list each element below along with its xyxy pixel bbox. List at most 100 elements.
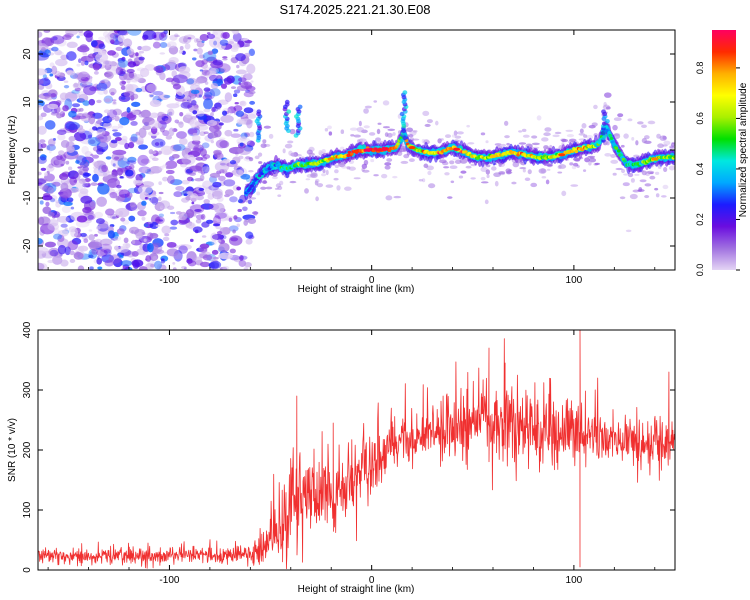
noise-blob <box>109 191 118 199</box>
noise-blob <box>243 118 252 126</box>
noise-blob <box>219 39 229 46</box>
noise-blob <box>140 158 151 164</box>
spectrogram-ylabel: Frequency (Hz) <box>7 116 18 185</box>
noise-blob <box>324 127 329 132</box>
noise-blob <box>104 259 115 267</box>
noise-blob <box>110 39 115 45</box>
noise-blob <box>212 181 222 188</box>
noise-blob <box>641 124 647 128</box>
noise-blob <box>159 126 165 133</box>
noise-blob <box>158 200 171 209</box>
noise-blob <box>151 138 166 148</box>
noise-blob <box>60 259 69 267</box>
noise-blob <box>120 96 126 100</box>
noise-blob <box>663 140 671 146</box>
noise-blob <box>98 138 109 148</box>
noise-blob <box>361 163 368 169</box>
noise-blob <box>485 140 489 144</box>
trace-peak <box>453 147 461 151</box>
trace-core <box>623 159 627 163</box>
noise-blob <box>243 132 250 136</box>
noise-blob <box>189 238 194 242</box>
noise-blob <box>116 228 125 235</box>
colorbar-tick-label: 0.8 <box>695 62 705 75</box>
noise-blob <box>215 74 221 80</box>
noise-blob <box>250 80 254 83</box>
noise-blob <box>621 168 626 174</box>
noise-blob <box>47 259 55 264</box>
noise-blob <box>363 125 370 129</box>
spectral-trace <box>243 90 675 201</box>
noise-blob <box>70 228 79 238</box>
noise-blob <box>275 183 282 188</box>
noise-blob <box>392 175 398 179</box>
noise-blob <box>295 153 302 157</box>
noise-blob <box>101 149 106 153</box>
noise-blob <box>588 161 592 166</box>
noise-blob <box>546 168 551 171</box>
noise-blob <box>224 189 234 196</box>
noise-blob <box>52 138 56 141</box>
noise-blob <box>199 69 204 72</box>
noise-blob <box>186 154 195 161</box>
noise-blob <box>148 93 154 98</box>
noise-blob <box>147 171 155 175</box>
noise-blob <box>373 100 378 103</box>
noise-blob <box>80 113 91 122</box>
noise-blob <box>186 191 194 196</box>
noise-blob <box>289 128 296 135</box>
noise-blob <box>209 88 221 97</box>
noise-blob <box>218 137 226 141</box>
noise-blob <box>49 62 55 68</box>
noise-blob <box>63 201 73 206</box>
noise-blob <box>375 137 381 142</box>
noise-blob <box>220 68 227 72</box>
noise-blob <box>96 128 106 137</box>
noise-blob <box>196 110 205 117</box>
noise-blob <box>570 184 579 187</box>
trace-burst <box>286 109 292 114</box>
noise-blob <box>325 169 329 176</box>
trace-core <box>396 142 400 146</box>
noise-blob <box>175 186 185 191</box>
noise-blob <box>76 155 87 166</box>
noise-blob <box>120 85 126 90</box>
noise-blob <box>236 64 240 69</box>
noise-blob <box>119 176 125 179</box>
noise-blob <box>53 233 62 240</box>
trace-peak <box>558 153 566 157</box>
noise-blob <box>47 211 55 217</box>
noise-blob <box>96 148 104 155</box>
noise-blob <box>157 120 167 130</box>
noise-blob <box>656 133 661 139</box>
noise-blob <box>201 59 208 65</box>
noise-blob <box>216 107 221 110</box>
noise-blob <box>143 223 149 228</box>
noise-blob <box>55 100 62 106</box>
noise-blob <box>260 143 267 149</box>
noise-blob <box>220 114 234 123</box>
noise-blob <box>657 143 665 148</box>
noise-blob <box>76 215 88 223</box>
noise-blob <box>64 246 71 256</box>
noise-blob <box>103 249 111 254</box>
noise-blob <box>79 161 89 168</box>
noise-blob <box>170 219 179 226</box>
noise-blob <box>113 258 123 268</box>
noise-blob <box>393 195 402 199</box>
noise-blob <box>387 128 396 131</box>
noise-blob <box>318 149 323 156</box>
noise-blob <box>48 52 55 56</box>
noise-blob <box>80 232 87 237</box>
noise-blob <box>203 98 213 110</box>
snr-y-tick-label: 300 <box>22 381 33 398</box>
noise-blob <box>88 234 95 241</box>
noise-blob <box>40 167 47 171</box>
noise-blob <box>65 160 70 165</box>
noise-blob <box>46 164 55 172</box>
noise-blob <box>56 129 67 135</box>
noise-blob <box>228 225 239 232</box>
noise-blob <box>353 134 361 138</box>
noise-blob <box>115 246 129 253</box>
noise-blob <box>161 225 172 235</box>
